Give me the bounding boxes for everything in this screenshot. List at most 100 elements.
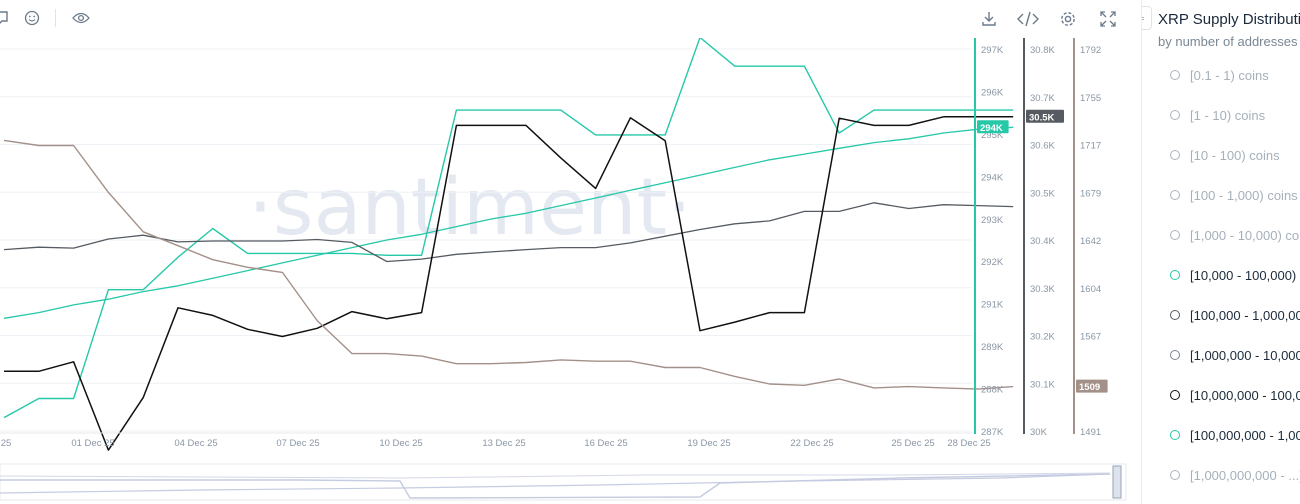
y-tick-label: 1755 bbox=[1080, 93, 1101, 104]
y-tick-label: 288K bbox=[981, 385, 1004, 396]
overview-handle[interactable] bbox=[1112, 465, 1122, 499]
y-tick-label: 1604 bbox=[1080, 284, 1101, 295]
metric-label: [10,000 - 100,000) coins bbox=[1190, 267, 1300, 283]
metric-item[interactable]: [100,000,000 - 1,000,000,000) coins bbox=[1170, 424, 1300, 446]
y-tick-label: 30.6K bbox=[1030, 141, 1055, 152]
metric-label: [1 - 10) coins bbox=[1190, 107, 1266, 123]
metric-toggle-icon bbox=[1170, 230, 1180, 240]
y-tick-label: 30.3K bbox=[1030, 284, 1055, 295]
metric-toggle-icon bbox=[1170, 70, 1180, 80]
y-axis-value-badge-label: 30.5K bbox=[1029, 112, 1054, 123]
x-tick-label: 04 Dec 25 bbox=[174, 438, 217, 449]
metric-toggle-icon bbox=[1170, 390, 1180, 400]
overview-navigator bbox=[0, 463, 1127, 501]
y-axis-value-badge bbox=[1026, 109, 1064, 123]
y-axis-value-badge bbox=[1076, 379, 1108, 393]
y-tick-label: 289K bbox=[981, 342, 1004, 353]
y-tick-label: 30K bbox=[1030, 427, 1048, 438]
x-tick-label: 07 Dec 25 bbox=[276, 438, 319, 449]
y-tick-label: 1642 bbox=[1080, 236, 1101, 247]
metric-toggle-icon bbox=[1170, 430, 1180, 440]
fullscreen-icon[interactable] bbox=[1097, 8, 1119, 30]
metric-toggle-icon bbox=[1170, 350, 1180, 360]
series-line bbox=[3, 202, 1014, 263]
chart-area[interactable]: ·santiment· 297K 296K 295K 294K 293K 292K 291K… bbox=[0, 38, 1140, 504]
download-icon[interactable] bbox=[978, 8, 1000, 30]
y-tick-label: 30.5K bbox=[1030, 188, 1055, 199]
x-tick-label: 16 Dec 25 bbox=[584, 438, 627, 449]
overview-line bbox=[0, 473, 1111, 499]
metric-label: [0.1 - 1) coins bbox=[1190, 67, 1269, 83]
x-tick-label: 10 Dec 25 bbox=[379, 438, 422, 449]
metric-item[interactable]: [1,000,000 - 10,000,000) coins bbox=[1170, 344, 1300, 366]
x-tick-label: 25 bbox=[1, 438, 12, 449]
overview-line bbox=[0, 472, 1111, 479]
sidebar-collapse-icon[interactable]: ⇐ bbox=[1142, 6, 1152, 30]
line-chart[interactable]: ·santiment· 297K296K295K294K293K292K291K… bbox=[0, 38, 1140, 504]
x-tick-label: 01 Dec 25 bbox=[71, 438, 114, 449]
y-tick-label: 1491 bbox=[1080, 427, 1101, 438]
eye-icon[interactable] bbox=[70, 8, 92, 28]
metric-item[interactable]: [100 - 1,000) coins bbox=[1170, 184, 1298, 206]
y-axis-value-badge-label: 294K bbox=[980, 123, 1003, 134]
y-tick-label: 1717 bbox=[1080, 141, 1101, 152]
x-tick-label: 25 Dec 25 bbox=[891, 438, 934, 449]
x-tick-label: 13 Dec 25 bbox=[482, 438, 525, 449]
metric-item[interactable]: [0.1 - 1) coins bbox=[1170, 64, 1269, 86]
metric-item[interactable]: [10,000,000 - 100,000,000) coins bbox=[1170, 384, 1300, 406]
metrics-sidebar: ⇐ XRP Supply Distribution by number of a… bbox=[1141, 0, 1300, 504]
metric-item[interactable]: [10 - 100) coins bbox=[1170, 144, 1280, 166]
chart-toolbar bbox=[0, 0, 1140, 38]
y-tick-label: 294K bbox=[981, 172, 1004, 183]
metric-label: [10 - 100) coins bbox=[1190, 147, 1280, 163]
y-axis-value-badge bbox=[977, 120, 1009, 134]
metric-toggle-icon bbox=[1170, 270, 1180, 280]
metric-item[interactable]: [1,000 - 10,000) coins bbox=[1170, 224, 1300, 246]
metric-label: [1,000,000,000 - ...) coins bbox=[1190, 467, 1300, 483]
y-tick-label: 1792 bbox=[1080, 45, 1101, 56]
y-tick-label: 1567 bbox=[1080, 332, 1101, 343]
y-tick-label: 30.2K bbox=[1030, 332, 1055, 343]
metric-label: [1,000,000 - 10,000,000) coins bbox=[1190, 347, 1300, 363]
metric-label: [100 - 1,000) coins bbox=[1190, 187, 1298, 203]
metric-toggle-icon bbox=[1170, 110, 1180, 120]
metric-label: [10,000,000 - 100,000,000) coins bbox=[1190, 387, 1300, 403]
metric-toggle-icon bbox=[1170, 310, 1180, 320]
series-line bbox=[3, 126, 1014, 319]
metric-label: [1,000 - 10,000) coins bbox=[1190, 227, 1300, 243]
y-tick-label: 287K bbox=[981, 427, 1004, 438]
y-tick-label: 291K bbox=[981, 300, 1004, 311]
y-tick-label: 30.4K bbox=[1030, 236, 1055, 247]
metric-item[interactable]: [10,000 - 100,000) coins bbox=[1170, 264, 1300, 286]
metric-toggle-icon bbox=[1170, 470, 1180, 480]
overview-line bbox=[0, 473, 1111, 494]
toolbar-divider bbox=[55, 9, 56, 27]
y-tick-label: 293K bbox=[981, 215, 1004, 226]
metric-toggle-icon bbox=[1170, 190, 1180, 200]
y-tick-label: 292K bbox=[981, 257, 1004, 268]
y-axis-value-badge-label: 1509 bbox=[1079, 382, 1100, 393]
comment-icon[interactable] bbox=[0, 8, 12, 28]
embed-code-icon[interactable] bbox=[1015, 8, 1041, 30]
metric-toggle-icon bbox=[1170, 150, 1180, 160]
sidebar-subtitle: by number of addresses bbox=[1158, 34, 1298, 49]
series-line bbox=[3, 38, 1014, 419]
emoji-icon[interactable] bbox=[22, 8, 42, 28]
y-tick-label: 30.1K bbox=[1030, 379, 1055, 390]
watermark: ·santiment· bbox=[248, 163, 692, 253]
y-tick-label: 297K bbox=[981, 45, 1004, 56]
y-tick-label: 30.7K bbox=[1030, 93, 1055, 104]
sidebar-title: XRP Supply Distribution bbox=[1158, 11, 1300, 28]
metric-item[interactable]: [1,000,000,000 - ...) coins bbox=[1170, 464, 1300, 486]
series-line bbox=[3, 139, 1014, 390]
y-tick-label: 30.8K bbox=[1030, 45, 1055, 56]
settings-gear-icon[interactable] bbox=[1057, 8, 1079, 30]
metric-label: [100,000,000 - 1,000,000,000) coins bbox=[1190, 427, 1300, 443]
metric-label: [100,000 - 1,000,000) coins bbox=[1190, 307, 1300, 323]
y-tick-label: 295K bbox=[981, 130, 1004, 141]
metric-item[interactable]: [100,000 - 1,000,000) coins bbox=[1170, 304, 1300, 326]
metric-item[interactable]: [1 - 10) coins bbox=[1170, 104, 1265, 126]
y-tick-label: 296K bbox=[981, 87, 1004, 98]
x-tick-label: 22 Dec 25 bbox=[790, 438, 833, 449]
y-tick-label: 1679 bbox=[1080, 188, 1101, 199]
